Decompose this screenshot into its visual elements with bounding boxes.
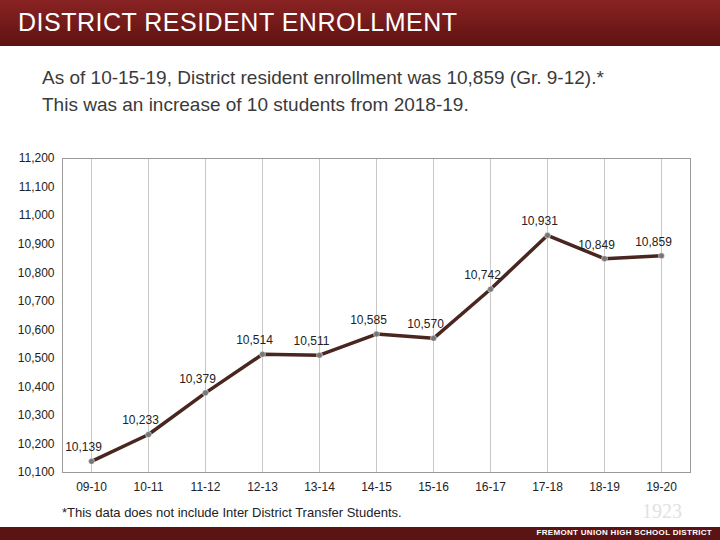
- svg-text:10,900: 10,900: [18, 237, 55, 251]
- svg-text:10,931: 10,931: [521, 214, 558, 228]
- svg-text:18-19: 18-19: [589, 480, 620, 494]
- svg-text:10,849: 10,849: [578, 238, 615, 252]
- html-text:FREMONT UNION HIGH SCHOOL DIST: FREMONT UNION HIGH SCHOOL DISTRICT: [536, 528, 712, 537]
- svg-text:10,700: 10,700: [18, 294, 55, 308]
- svg-text:09-10: 09-10: [76, 480, 107, 494]
- svg-text:19-20: 19-20: [646, 480, 677, 494]
- svg-text:13-14: 13-14: [304, 480, 335, 494]
- html-text:1923: 1923: [642, 500, 682, 522]
- svg-text:11,200: 11,200: [19, 151, 55, 165]
- svg-text:10,570: 10,570: [407, 317, 444, 331]
- svg-text:14-15: 14-15: [361, 480, 392, 494]
- svg-text:10,585: 10,585: [350, 313, 387, 327]
- svg-text:10,379: 10,379: [179, 372, 216, 386]
- svg-text:12-13: 12-13: [247, 480, 278, 494]
- svg-text:10,742: 10,742: [464, 268, 501, 282]
- svg-text:10,500: 10,500: [18, 351, 55, 365]
- html-text:DISTRICT RESIDENT ENROLLMENT: DISTRICT RESIDENT ENROLLMENT: [18, 8, 458, 36]
- svg-text:10,233: 10,233: [122, 413, 159, 427]
- svg-text:10,300: 10,300: [18, 408, 55, 422]
- svg-text:10-11: 10-11: [134, 480, 164, 494]
- svg-text:10,859: 10,859: [635, 235, 672, 249]
- svg-text:10,139: 10,139: [65, 440, 102, 454]
- html-text:This was an increase of 10 stu: This was an increase of 10 students from…: [42, 94, 469, 115]
- svg-text:11,000: 11,000: [19, 208, 55, 222]
- svg-text:11,100: 11,100: [19, 180, 55, 194]
- svg-text:10,800: 10,800: [18, 266, 55, 280]
- svg-text:16-17: 16-17: [475, 480, 506, 494]
- svg-text:10,200: 10,200: [18, 437, 55, 451]
- svg-text:11-12: 11-12: [191, 480, 221, 494]
- svg-text:17-18: 17-18: [532, 480, 563, 494]
- svg-text:15-16: 15-16: [418, 480, 449, 494]
- svg-text:10,511: 10,511: [294, 334, 330, 348]
- html-text:*This data does not include In: *This data does not include Inter Distri…: [62, 505, 402, 520]
- svg-text:10,600: 10,600: [18, 323, 55, 337]
- svg-text:10,400: 10,400: [18, 380, 55, 394]
- html-text:As of 10-15-19, District resid: As of 10-15-19, District resident enroll…: [42, 67, 604, 88]
- svg-text:10,514: 10,514: [236, 333, 273, 347]
- svg-text:10,100: 10,100: [18, 465, 55, 479]
